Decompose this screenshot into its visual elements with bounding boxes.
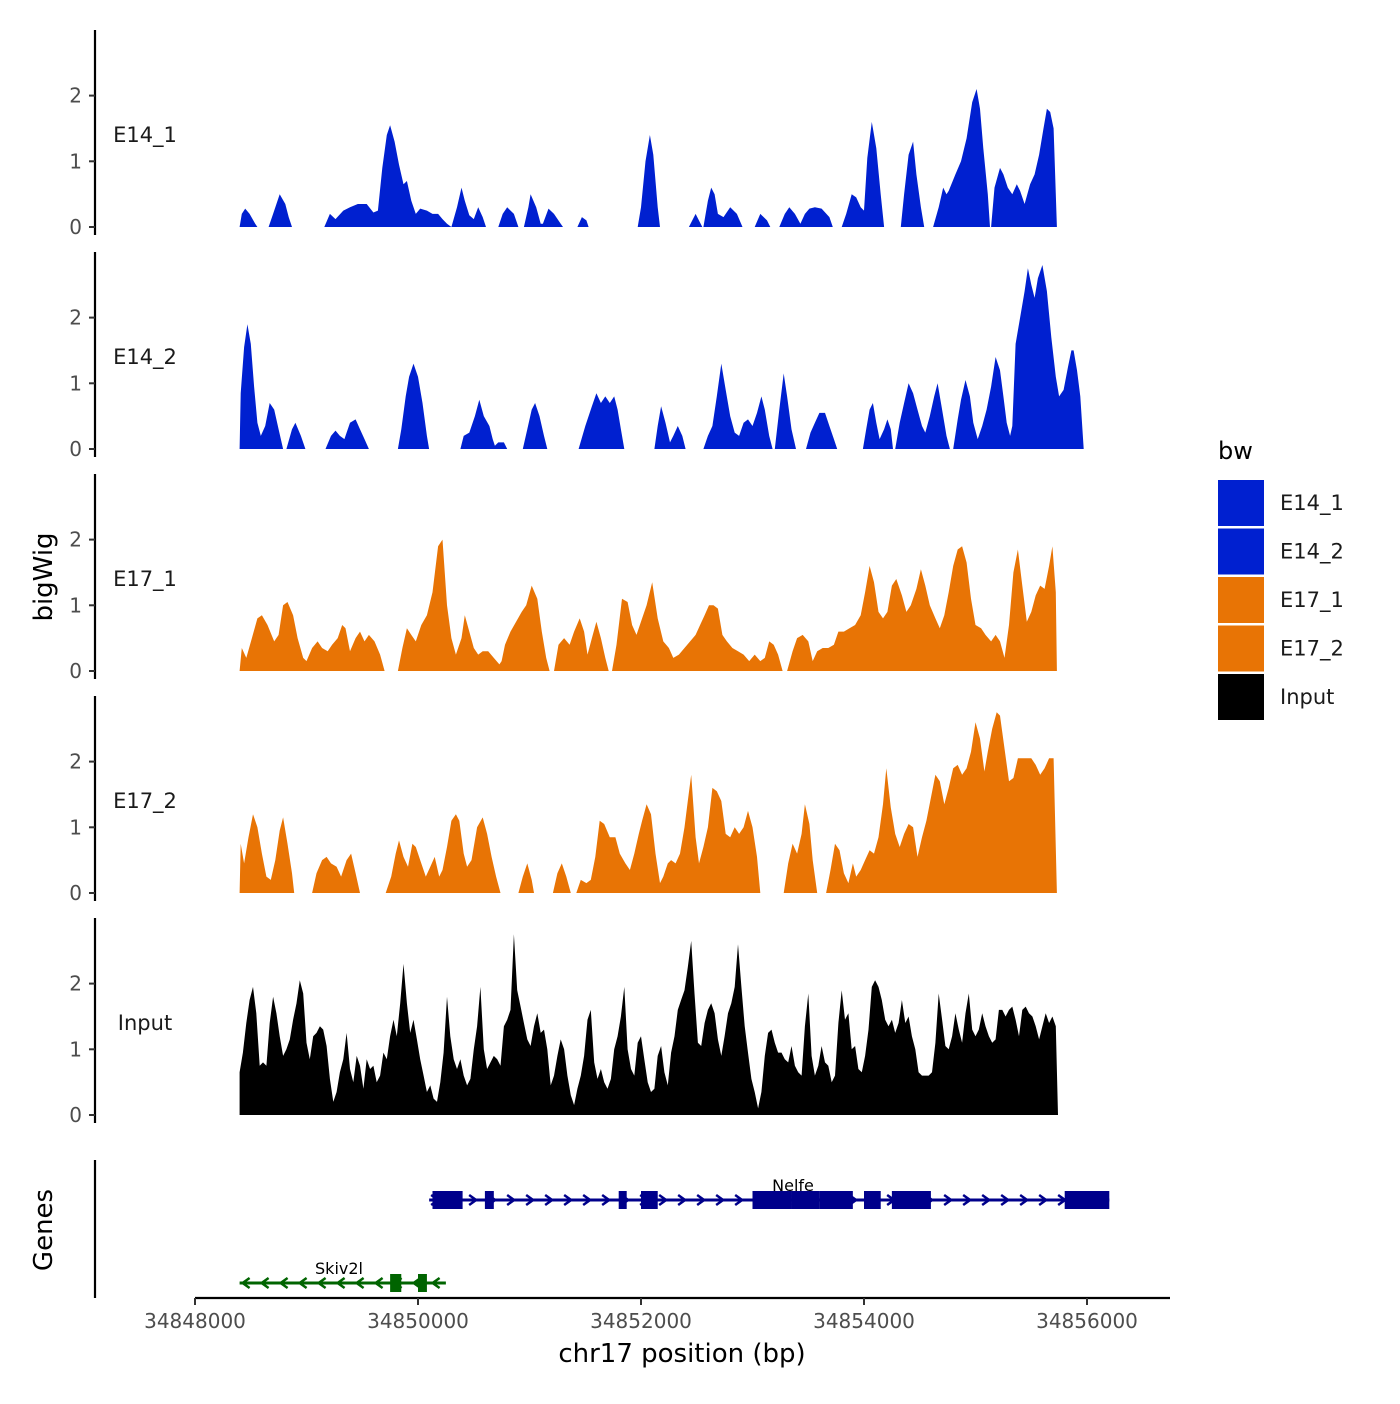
x-tick-label: 34856000 xyxy=(1036,1309,1138,1333)
exon xyxy=(1064,1191,1110,1209)
legend: bw E14_1 E14_2 E17_1 E17_2 Input xyxy=(1218,437,1344,720)
legend-label: E17_2 xyxy=(1280,637,1344,662)
y-tick-label: 0 xyxy=(69,437,82,461)
exon xyxy=(618,1191,627,1209)
exon xyxy=(752,1191,792,1209)
strand-chevron xyxy=(468,1193,479,1207)
gene-nelfe: Nelfe xyxy=(429,1176,1110,1209)
strand-chevron xyxy=(335,1276,346,1290)
y-tick-label: 1 xyxy=(69,815,82,839)
y-axis-title: bigWig xyxy=(29,532,59,621)
y-tick-label: 1 xyxy=(69,371,82,395)
strand-chevron xyxy=(696,1193,707,1207)
strand-chevron xyxy=(1019,1193,1030,1207)
exon xyxy=(484,1191,494,1209)
strand-chevron xyxy=(354,1276,365,1290)
exon xyxy=(432,1191,463,1209)
y-tick-label: 2 xyxy=(69,84,82,108)
x-axis-title: chr17 position (bp) xyxy=(558,1339,805,1369)
x-tick-label: 34852000 xyxy=(590,1309,692,1333)
exon xyxy=(418,1274,427,1292)
exon xyxy=(641,1191,658,1209)
strand-chevron xyxy=(1038,1193,1049,1207)
strand-chevron xyxy=(240,1276,251,1290)
x-axis: 34848000 34850000 34852000 34854000 34856000 xyxy=(144,1296,1170,1333)
track-label: E17_2 xyxy=(113,789,177,814)
legend-swatch xyxy=(1218,480,1264,526)
strand-chevron xyxy=(297,1276,308,1290)
coverage-area-e17-2 xyxy=(239,712,1057,893)
strand-chevron xyxy=(525,1193,536,1207)
legend-label: E17_1 xyxy=(1280,588,1344,613)
x-tick-label: 34854000 xyxy=(813,1309,915,1333)
y-tick-label: 1 xyxy=(69,593,82,617)
x-tick-label: 34848000 xyxy=(144,1309,246,1333)
track-panel-input: 0 1 2 Input xyxy=(69,918,1059,1127)
legend-label: E14_1 xyxy=(1280,491,1344,516)
gene-track: Nelfe Skiv2l xyxy=(93,1160,1110,1298)
strand-chevron xyxy=(259,1276,270,1290)
strand-chevron xyxy=(943,1193,954,1207)
strand-chevron xyxy=(582,1193,593,1207)
strand-chevron xyxy=(430,1276,441,1290)
gene-skiv2l: Skiv2l xyxy=(239,1259,446,1292)
exon xyxy=(390,1274,402,1292)
track-label: E17_1 xyxy=(113,567,177,592)
track-panel-e17-2: 0 1 2 E17_2 xyxy=(69,696,1057,905)
strand-chevron xyxy=(373,1276,384,1290)
gene-label: Nelfe xyxy=(772,1176,814,1195)
strand-chevron xyxy=(1000,1193,1011,1207)
strand-chevron xyxy=(962,1193,973,1207)
legend-label: Input xyxy=(1280,685,1334,709)
y-tick-label: 0 xyxy=(69,215,82,239)
coverage-area-e17-1 xyxy=(239,539,1057,671)
strand-chevron xyxy=(278,1276,289,1290)
track-panel-e17-1: 0 1 2 E17_1 xyxy=(69,474,1057,683)
track-panel-e14-2: 0 1 2 E14_2 xyxy=(69,252,1084,461)
strand-chevron xyxy=(677,1193,688,1207)
coverage-tracks: 0 1 2 E14_1 0 1 2 E14_2 0 1 2 E17_1 0 1 2 E17_2 0 1 2 Input xyxy=(69,30,1084,1127)
y-tick-label: 1 xyxy=(69,1037,82,1061)
exon xyxy=(791,1191,820,1209)
y-tick-label: 0 xyxy=(69,1103,82,1127)
track-label: E14_1 xyxy=(113,123,177,148)
coverage-area-e14-2 xyxy=(239,265,1084,449)
track-label: E14_2 xyxy=(113,345,177,370)
strand-chevron xyxy=(981,1193,992,1207)
y-tick-label: 1 xyxy=(69,149,82,173)
strand-chevron xyxy=(563,1193,574,1207)
y-tick-label: 2 xyxy=(69,750,82,774)
strand-chevron xyxy=(316,1276,327,1290)
legend-title: bw xyxy=(1218,437,1253,465)
strand-chevron xyxy=(734,1193,745,1207)
y-tick-label: 0 xyxy=(69,881,82,905)
y-tick-label: 2 xyxy=(69,528,82,552)
strand-chevron xyxy=(601,1193,612,1207)
legend-swatch xyxy=(1218,625,1264,672)
coverage-area-input xyxy=(239,934,1059,1115)
exon xyxy=(891,1191,931,1209)
x-tick-label: 34850000 xyxy=(367,1309,469,1333)
gene-label: Skiv2l xyxy=(315,1259,363,1278)
track-panel-e14-1: 0 1 2 E14_1 xyxy=(69,30,1057,239)
coverage-area-e14-1 xyxy=(239,89,1057,227)
strand-chevron xyxy=(715,1193,726,1207)
legend-swatch xyxy=(1218,577,1264,623)
y-tick-label: 2 xyxy=(69,972,82,996)
exon xyxy=(819,1191,853,1209)
legend-swatch xyxy=(1218,528,1264,575)
y-tick-label: 0 xyxy=(69,659,82,683)
legend-swatch xyxy=(1218,674,1264,720)
strand-chevron xyxy=(544,1193,555,1207)
genes-axis-title: Genes xyxy=(29,1189,59,1271)
track-label: Input xyxy=(118,1011,172,1035)
y-tick-label: 2 xyxy=(69,306,82,330)
strand-chevron xyxy=(658,1193,669,1207)
exon xyxy=(864,1191,881,1209)
legend-label: E14_2 xyxy=(1280,540,1344,565)
strand-chevron xyxy=(506,1193,517,1207)
